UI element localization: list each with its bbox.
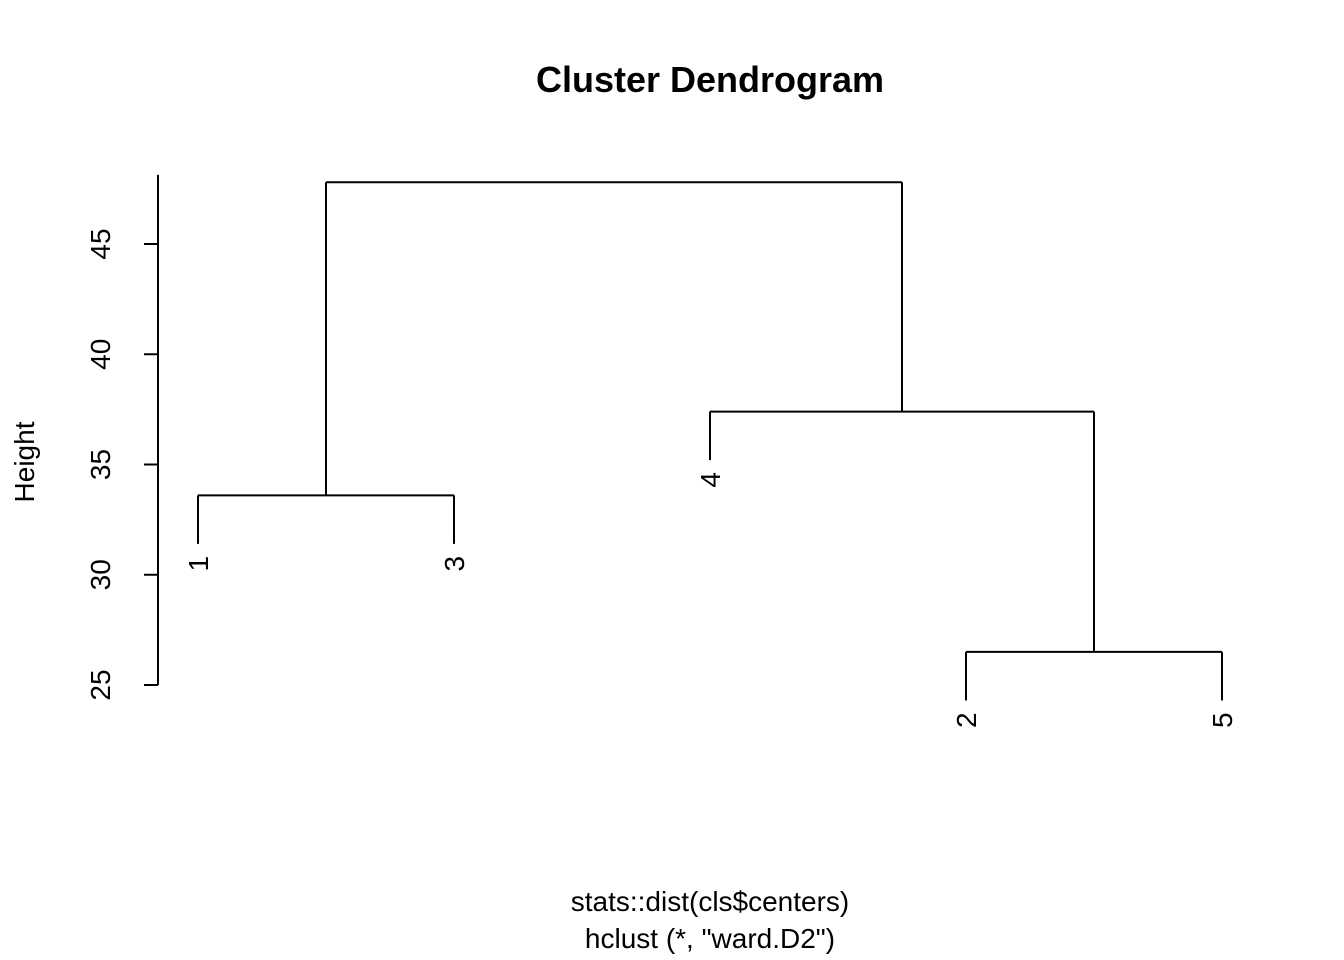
leaf-label-3: 3 [439, 556, 470, 572]
leaf-labels: 1 3 4 2 5 [183, 472, 1238, 728]
chart-title: Cluster Dendrogram [536, 59, 884, 100]
y-axis-label: Height [9, 421, 40, 502]
x-axis-label-line-2: hclust (*, "ward.D2") [585, 923, 835, 954]
y-tick-label: 25 [85, 669, 116, 700]
y-tick-label: 35 [85, 449, 116, 480]
x-axis-label-line-1: stats::dist(cls$centers) [571, 886, 850, 917]
leaf-label-1: 1 [183, 556, 214, 572]
y-tick-label: 40 [85, 339, 116, 370]
leaf-label-4: 4 [695, 472, 726, 488]
y-tick-label: 45 [85, 228, 116, 259]
leaf-label-5: 5 [1207, 712, 1238, 728]
dendrogram-branches [197, 181, 1223, 701]
y-tick-label: 30 [85, 559, 116, 590]
y-axis: 25 30 35 40 45 [85, 174, 159, 701]
leaf-label-2: 2 [951, 712, 982, 728]
